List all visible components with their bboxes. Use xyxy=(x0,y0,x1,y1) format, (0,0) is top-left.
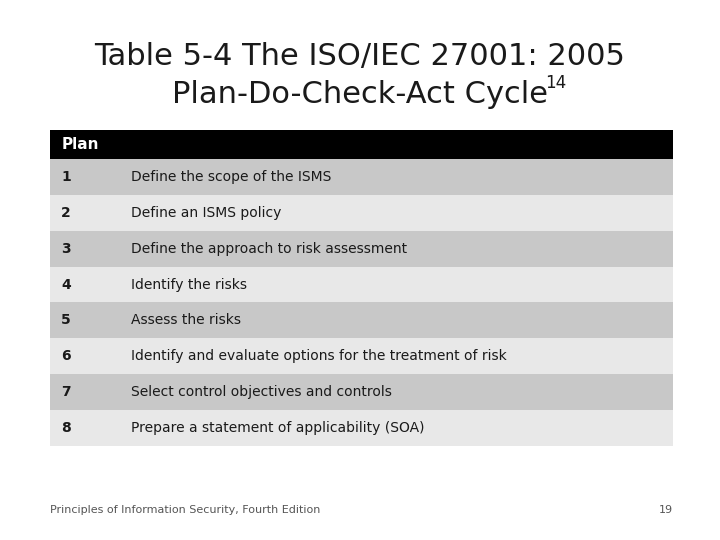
Text: Define an ISMS policy: Define an ISMS policy xyxy=(131,206,282,220)
Text: 2: 2 xyxy=(61,206,71,220)
Text: Select control objectives and controls: Select control objectives and controls xyxy=(131,385,392,399)
Text: Prepare a statement of applicability (SOA): Prepare a statement of applicability (SO… xyxy=(131,421,425,435)
Text: Define the scope of the ISMS: Define the scope of the ISMS xyxy=(131,170,331,184)
Text: 4: 4 xyxy=(61,278,71,292)
Text: 19: 19 xyxy=(659,505,673,515)
Text: Plan-Do-Check-Act Cycle: Plan-Do-Check-Act Cycle xyxy=(172,80,548,109)
Text: Identify and evaluate options for the treatment of risk: Identify and evaluate options for the tr… xyxy=(131,349,507,363)
Text: 3: 3 xyxy=(61,242,71,256)
Text: Principles of Information Security, Fourth Edition: Principles of Information Security, Four… xyxy=(50,505,321,515)
Text: 6: 6 xyxy=(61,349,71,363)
Text: Identify the risks: Identify the risks xyxy=(131,278,247,292)
Text: Define the approach to risk assessment: Define the approach to risk assessment xyxy=(131,242,408,256)
Text: Plan: Plan xyxy=(61,137,99,152)
Text: Table 5-4 The ISO/IEC 27001: 2005: Table 5-4 The ISO/IEC 27001: 2005 xyxy=(94,42,626,71)
Text: 7: 7 xyxy=(61,385,71,399)
Text: 5: 5 xyxy=(61,313,71,327)
Text: 14: 14 xyxy=(545,73,567,92)
Text: Assess the risks: Assess the risks xyxy=(131,313,241,327)
Text: 8: 8 xyxy=(61,421,71,435)
Text: 1: 1 xyxy=(61,170,71,184)
